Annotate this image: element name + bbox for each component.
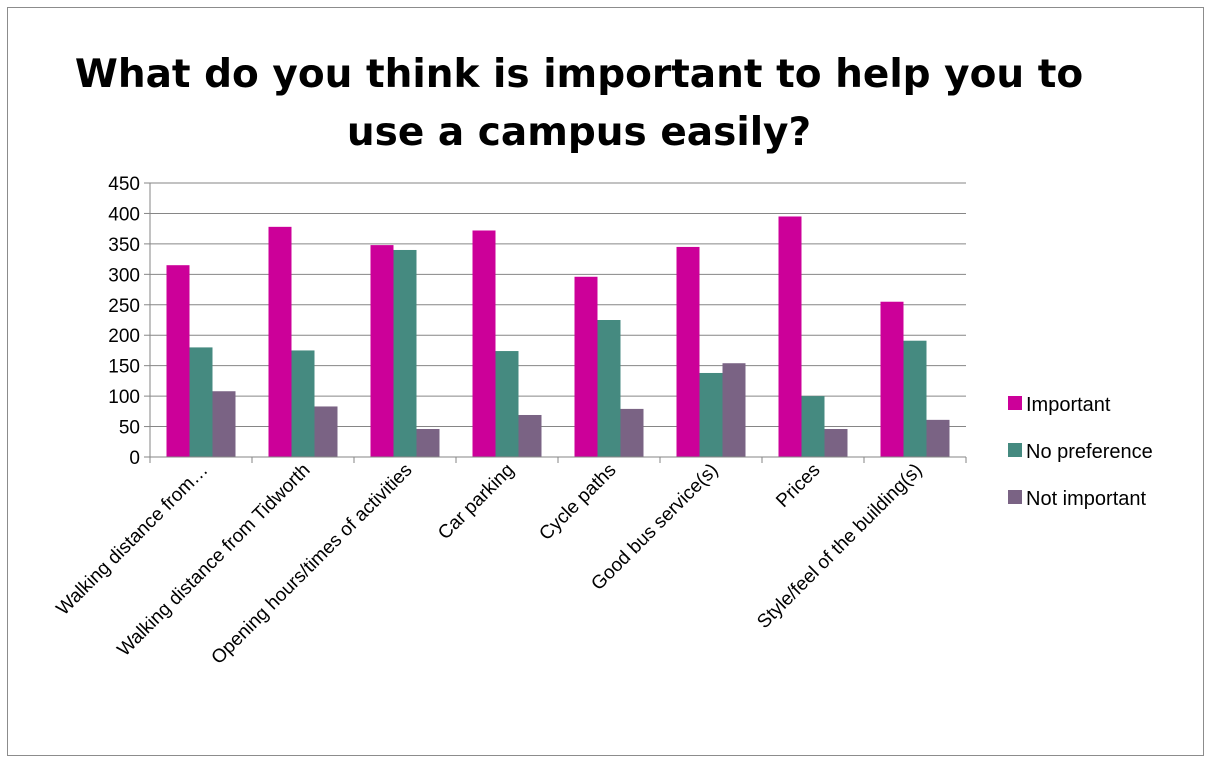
x-category-label: Prices xyxy=(772,460,824,512)
chart-frame: What do you think is important to help y… xyxy=(7,7,1204,756)
bar-no-preference xyxy=(189,347,213,457)
bar-not-important xyxy=(212,391,236,457)
bar-no-preference xyxy=(597,320,621,457)
y-tick-label: 100 xyxy=(108,387,140,408)
y-tick-label: 200 xyxy=(108,326,140,347)
y-tick-label: 300 xyxy=(108,265,140,286)
x-category-label: Car parking xyxy=(434,460,518,544)
x-category-label: Walking distance from Tidworth xyxy=(114,460,315,661)
bar-not-important xyxy=(722,363,746,457)
y-tick-label: 0 xyxy=(129,448,140,469)
bar-no-preference xyxy=(291,350,315,457)
bar-not-important xyxy=(926,419,950,457)
legend: Important No preference Not important xyxy=(1008,394,1153,510)
chart-title: What do you think is important to help y… xyxy=(75,52,1083,155)
bar-chart: What do you think is important to help y… xyxy=(53,52,1153,669)
chart-title-line: use a campus easily? xyxy=(347,110,811,155)
y-tick-label: 450 xyxy=(108,174,140,195)
bar-important xyxy=(166,265,190,457)
bar-important xyxy=(268,226,292,457)
bar-important xyxy=(574,276,598,457)
x-axis-labels: Walking distance from…Walking distance f… xyxy=(53,460,927,669)
axes xyxy=(149,183,967,463)
y-tick-label: 150 xyxy=(108,357,140,378)
bar-not-important xyxy=(824,428,848,457)
bar-not-important xyxy=(518,414,542,457)
x-category-label: Style/feel of the building(s) xyxy=(753,460,926,633)
y-tick-label: 50 xyxy=(119,418,140,439)
bar-not-important xyxy=(314,406,338,457)
y-tick-label: 400 xyxy=(108,204,140,225)
legend-swatch xyxy=(1008,490,1022,504)
y-tick-label: 250 xyxy=(108,296,140,317)
x-category-label: Cycle paths xyxy=(535,460,620,545)
bar-no-preference xyxy=(495,351,519,457)
legend-swatch xyxy=(1008,396,1022,410)
bars xyxy=(166,216,950,457)
bar-no-preference xyxy=(393,249,417,457)
x-category-label: Opening hours/times of activities xyxy=(208,460,417,669)
chart-title-line: What do you think is important to help y… xyxy=(75,52,1083,97)
bar-no-preference xyxy=(903,340,927,457)
bar-important xyxy=(880,301,904,457)
bar-important xyxy=(370,245,394,457)
bar-important xyxy=(472,230,496,457)
bar-no-preference xyxy=(699,372,723,457)
bar-important xyxy=(676,246,700,457)
bar-not-important xyxy=(416,428,440,457)
y-tick-label: 350 xyxy=(108,235,140,256)
y-axis-ticks: 0 50 100 150 200 250 300 350 400 450 xyxy=(108,174,150,469)
legend-label: Not important xyxy=(1026,488,1146,510)
legend-label: Important xyxy=(1026,394,1111,416)
bar-no-preference xyxy=(801,396,825,457)
legend-swatch xyxy=(1008,443,1022,457)
legend-label: No preference xyxy=(1026,441,1153,463)
bar-not-important xyxy=(620,408,644,457)
bar-important xyxy=(778,216,802,457)
